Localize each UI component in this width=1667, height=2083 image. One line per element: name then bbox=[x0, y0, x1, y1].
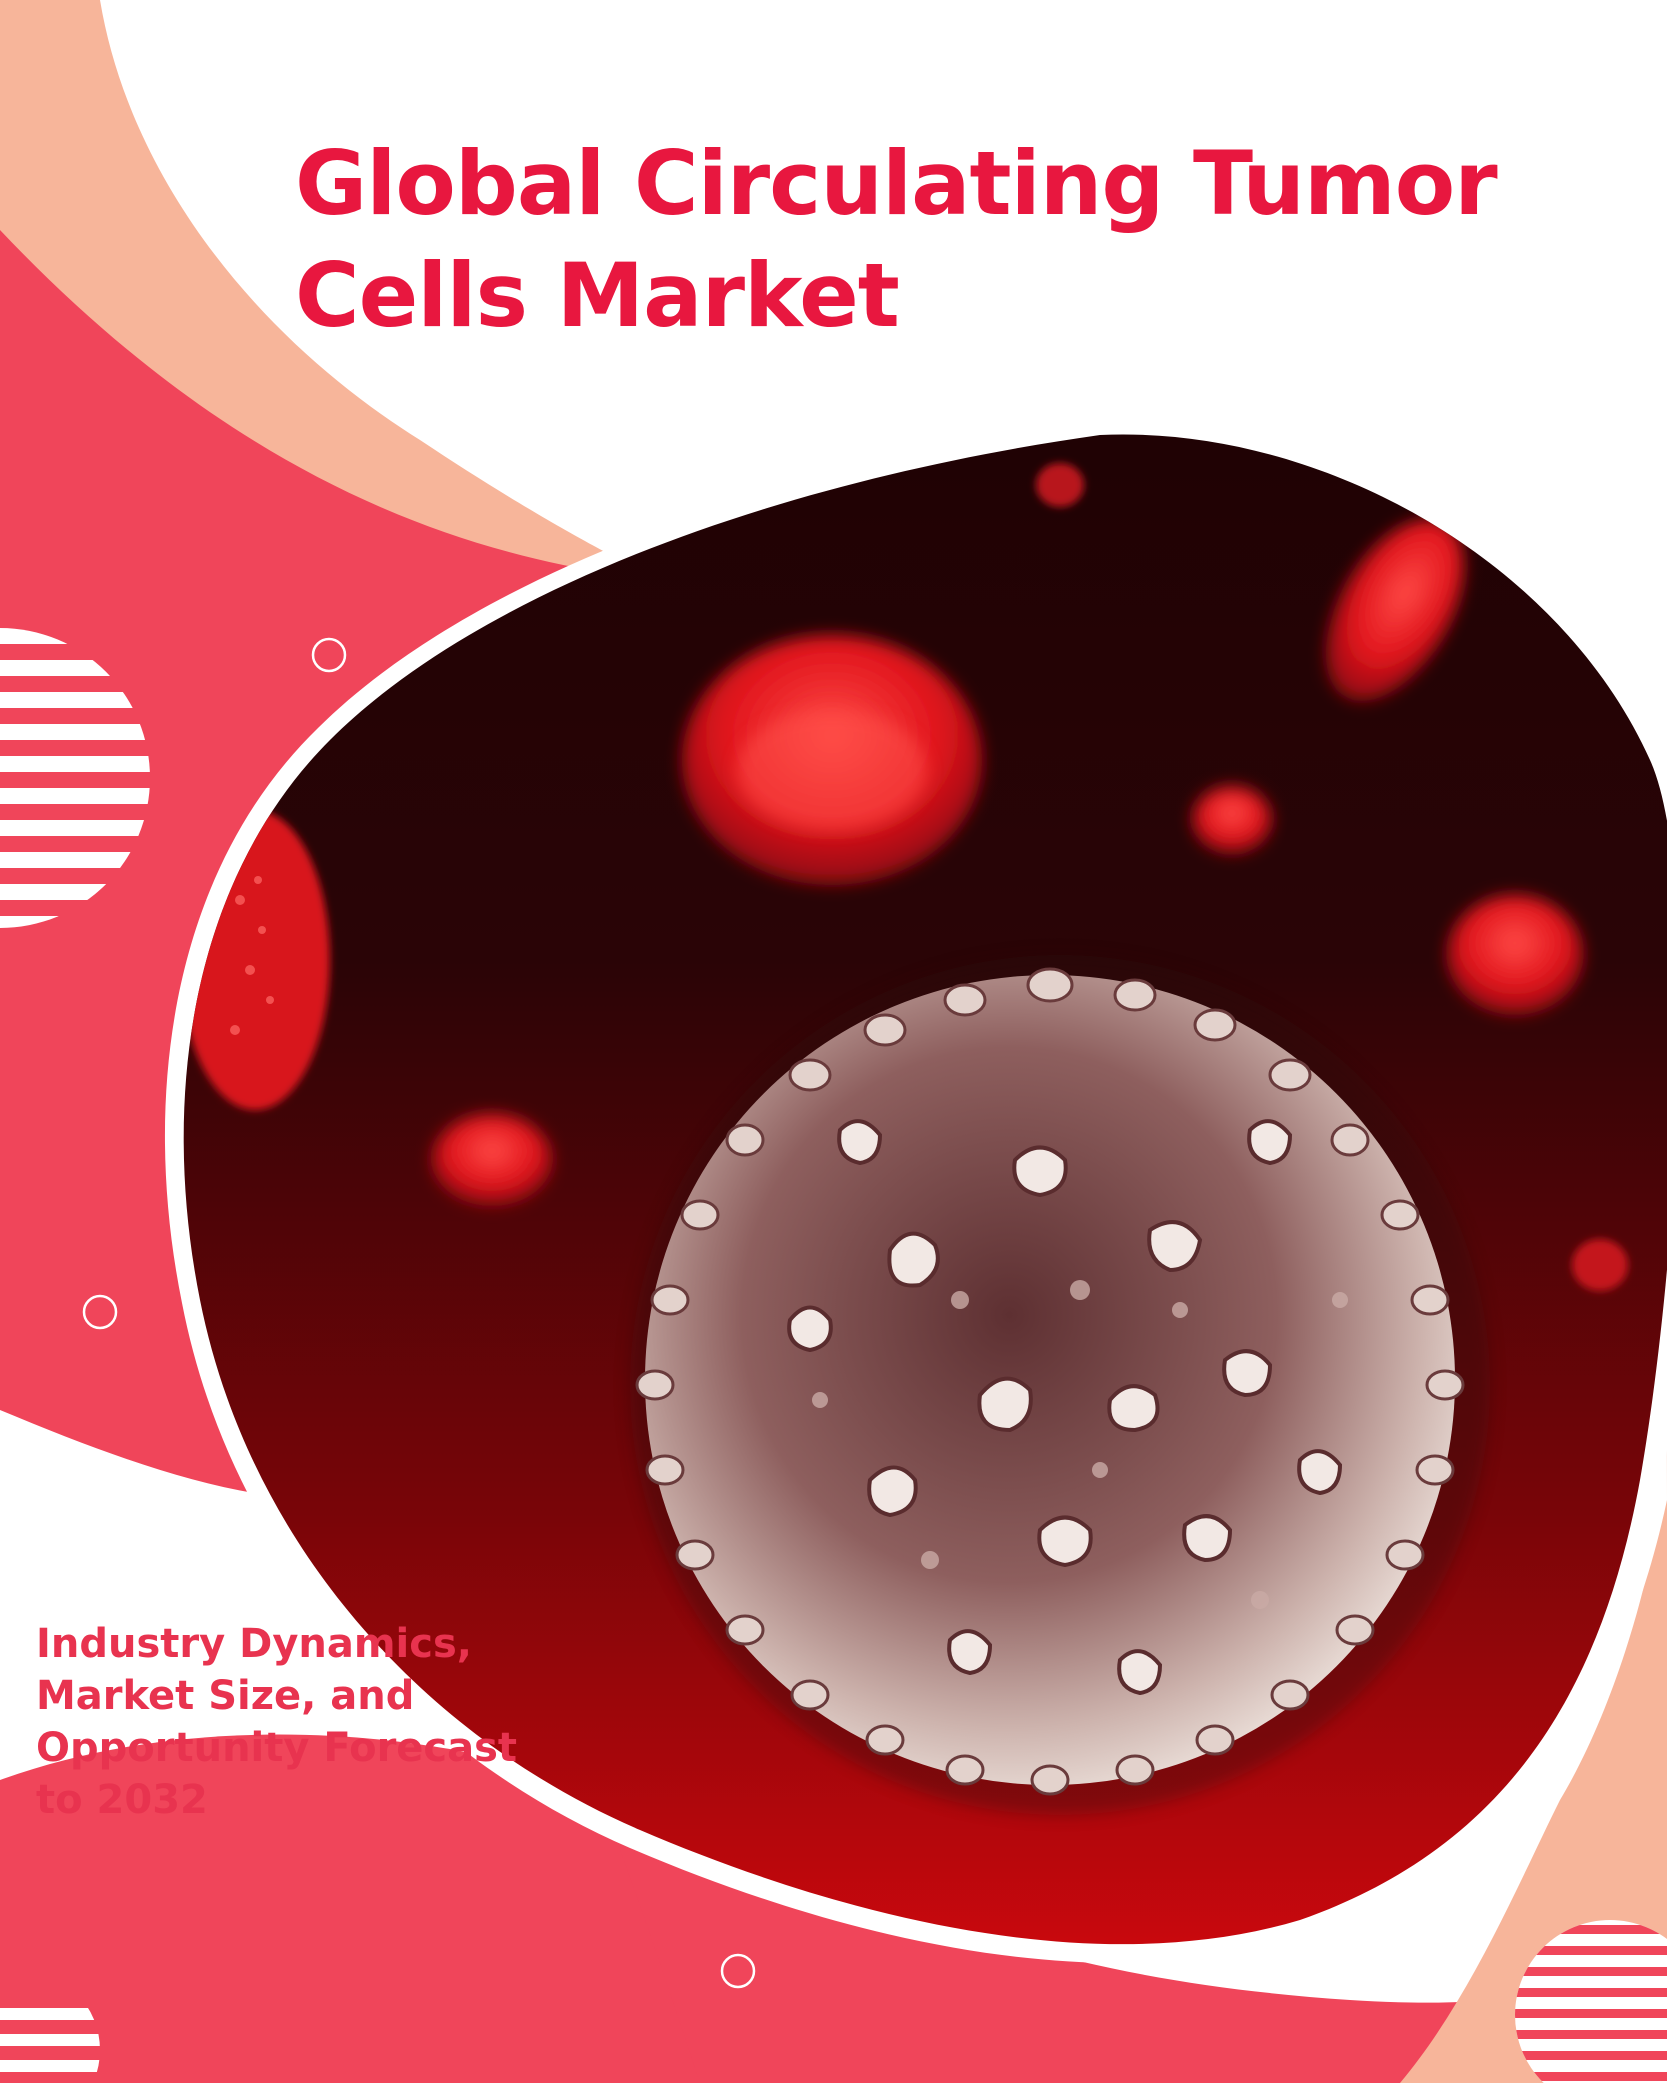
rbc-2 bbox=[1325, 519, 1465, 701]
rbc-7 bbox=[1572, 1239, 1628, 1291]
peach-swoosh bbox=[0, 0, 640, 620]
rbc-3 bbox=[1447, 895, 1583, 1015]
tumor-cell bbox=[630, 955, 1490, 1815]
report-title-line-2: Cells Market bbox=[295, 244, 900, 347]
small-ring-circle-3 bbox=[720, 1953, 756, 1989]
rbc-5 bbox=[432, 1114, 552, 1206]
report-subtitle-line-3: Opportunity Forecast bbox=[36, 1725, 518, 1771]
report-subtitle-line-1: Industry Dynamics, bbox=[36, 1621, 472, 1667]
striped-circle-bottom-left bbox=[0, 2008, 100, 2072]
report-subtitle-line-2: Market Size, and bbox=[36, 1673, 415, 1719]
report-subtitle-line-4: to 2032 bbox=[36, 1777, 208, 1823]
report-subtitle: Industry Dynamics, Market Size, and Oppo… bbox=[36, 1618, 596, 1826]
rbc-6 bbox=[1036, 463, 1084, 507]
small-ring-circle-1 bbox=[311, 637, 347, 673]
report-title: Global Circulating Tumor Cells Market bbox=[295, 128, 1595, 352]
rbc-4 bbox=[1192, 786, 1272, 854]
small-ring-circle-2 bbox=[82, 1294, 118, 1330]
coral-bottom-band bbox=[560, 1700, 1667, 2083]
report-title-line-1: Global Circulating Tumor bbox=[295, 132, 1498, 235]
